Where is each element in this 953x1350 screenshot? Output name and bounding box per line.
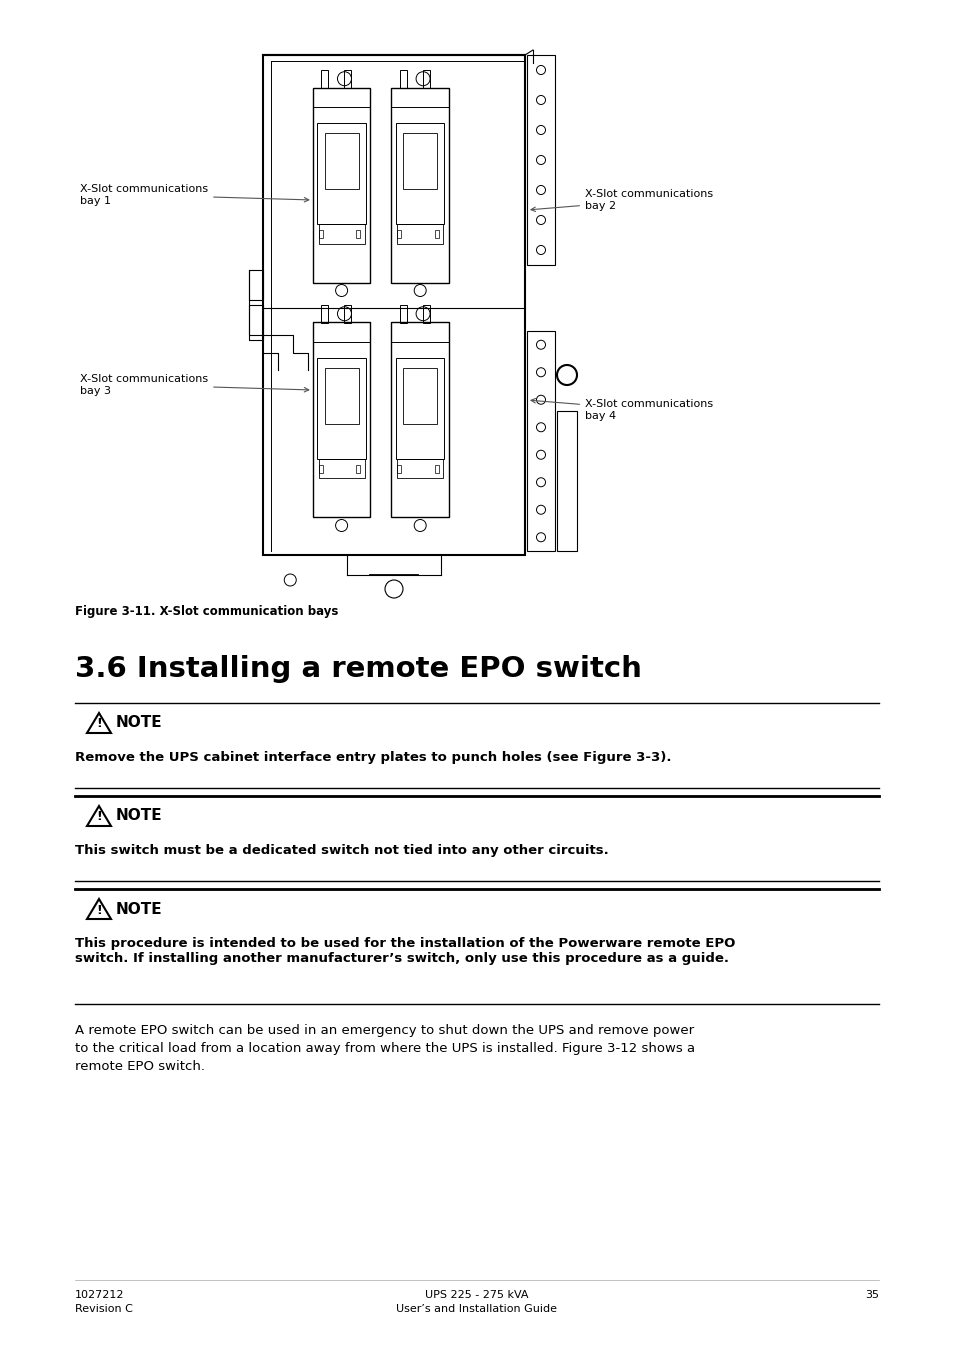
Text: A remote EPO switch can be used in an emergency to shut down the UPS and remove : A remote EPO switch can be used in an em… xyxy=(75,1025,695,1073)
Bar xyxy=(403,367,436,424)
Text: Figure 3-11. X-Slot communication bays: Figure 3-11. X-Slot communication bays xyxy=(75,605,338,618)
Bar xyxy=(324,132,358,189)
Bar xyxy=(399,305,407,323)
Bar xyxy=(249,270,263,300)
Text: UPS 225 - 275 kVA: UPS 225 - 275 kVA xyxy=(425,1291,528,1300)
Bar xyxy=(249,305,263,335)
Bar xyxy=(317,358,365,459)
Text: Revision C: Revision C xyxy=(75,1304,132,1314)
Bar xyxy=(318,230,322,238)
Text: This switch must be a dedicated switch not tied into any other circuits.: This switch must be a dedicated switch n… xyxy=(75,844,608,857)
Bar xyxy=(391,323,449,342)
Bar xyxy=(263,55,524,555)
Text: NOTE: NOTE xyxy=(116,809,162,824)
Bar xyxy=(526,55,555,265)
Text: X-Slot communications
bay 1: X-Slot communications bay 1 xyxy=(80,184,309,205)
Bar xyxy=(422,70,430,88)
Bar xyxy=(396,459,443,478)
Bar xyxy=(395,358,444,459)
Bar xyxy=(403,132,436,189)
Text: !: ! xyxy=(96,903,102,917)
Bar xyxy=(526,331,555,551)
Text: X-Slot communications
bay 2: X-Slot communications bay 2 xyxy=(531,189,713,212)
Bar xyxy=(321,305,328,323)
Bar xyxy=(313,88,370,282)
Bar xyxy=(324,367,358,424)
Text: NOTE: NOTE xyxy=(116,902,162,917)
Bar xyxy=(396,464,401,472)
Text: X-Slot communications
bay 3: X-Slot communications bay 3 xyxy=(80,374,309,396)
Text: !: ! xyxy=(96,810,102,824)
Bar xyxy=(344,305,351,323)
Bar xyxy=(391,88,449,107)
Text: NOTE: NOTE xyxy=(116,716,162,730)
Bar xyxy=(321,70,328,88)
Bar xyxy=(435,464,438,472)
Bar xyxy=(435,230,438,238)
Bar xyxy=(313,88,370,107)
Bar xyxy=(317,123,365,224)
Bar xyxy=(391,88,449,282)
Bar xyxy=(318,459,364,478)
Text: Remove the UPS cabinet interface entry plates to punch holes (see Figure 3-3).: Remove the UPS cabinet interface entry p… xyxy=(75,751,671,764)
Text: User’s and Installation Guide: User’s and Installation Guide xyxy=(396,1304,557,1314)
Bar xyxy=(313,323,370,517)
Text: 1027212: 1027212 xyxy=(75,1291,125,1300)
Bar xyxy=(344,70,351,88)
Text: 3.6 Installing a remote EPO switch: 3.6 Installing a remote EPO switch xyxy=(75,655,641,683)
Text: X-Slot communications
bay 4: X-Slot communications bay 4 xyxy=(531,398,713,421)
Bar xyxy=(318,464,322,472)
Bar xyxy=(396,224,443,243)
Text: This procedure is intended to be used for the installation of the Powerware remo: This procedure is intended to be used fo… xyxy=(75,937,735,965)
Bar xyxy=(313,323,370,342)
Bar xyxy=(399,70,407,88)
Bar xyxy=(396,230,401,238)
Bar xyxy=(391,323,449,517)
Bar xyxy=(355,464,359,472)
Text: !: ! xyxy=(96,717,102,730)
Bar xyxy=(557,410,577,551)
Bar xyxy=(318,224,364,243)
Bar xyxy=(422,305,430,323)
Text: 35: 35 xyxy=(864,1291,878,1300)
Bar xyxy=(395,123,444,224)
Bar xyxy=(355,230,359,238)
